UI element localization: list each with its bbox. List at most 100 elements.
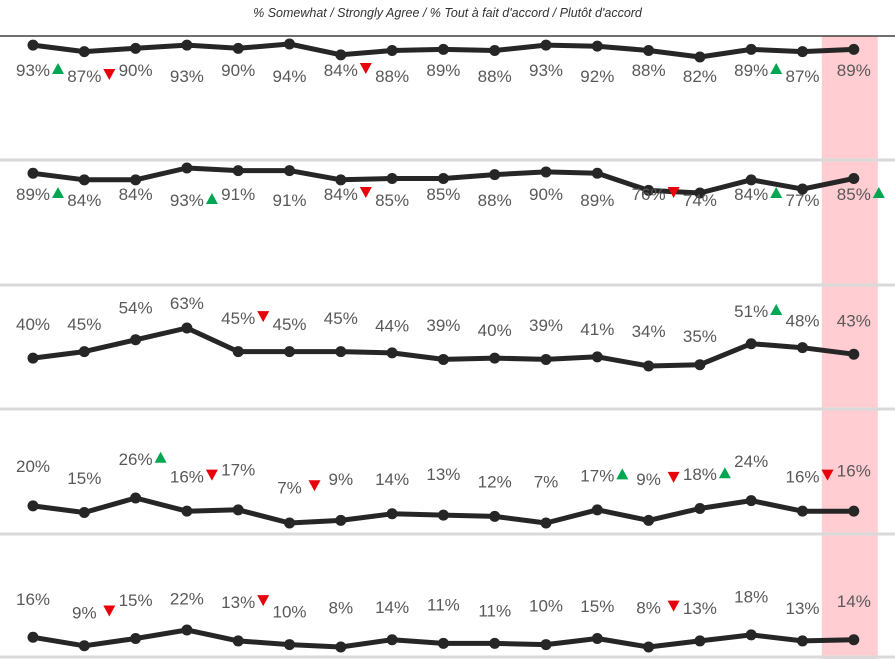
data-label: 44% xyxy=(375,316,409,335)
data-point xyxy=(848,43,860,55)
data-point xyxy=(386,173,398,185)
decrease-triangle-icon xyxy=(359,187,372,198)
increase-triangle-icon xyxy=(52,187,64,198)
data-point xyxy=(489,45,501,56)
data-point xyxy=(78,640,90,652)
data-label: 7% xyxy=(277,478,302,497)
data-label: 88% xyxy=(632,61,666,80)
data-label: 54% xyxy=(119,299,153,318)
data-point xyxy=(437,173,449,185)
data-label: 11% xyxy=(478,601,511,620)
data-point xyxy=(78,346,90,358)
data-point xyxy=(797,183,808,195)
data-label: 18% xyxy=(734,588,768,607)
data-point xyxy=(130,42,142,54)
increase-triangle-icon xyxy=(154,451,167,463)
data-point xyxy=(78,46,90,58)
data-label: 85% xyxy=(426,185,460,204)
data-point xyxy=(591,40,603,52)
data-point xyxy=(643,641,655,653)
data-point xyxy=(284,346,295,358)
decrease-triangle-icon xyxy=(103,69,116,80)
data-label: 45% xyxy=(272,315,306,334)
increase-triangle-icon xyxy=(616,468,629,480)
data-label: 88% xyxy=(478,67,512,86)
data-label: 26% xyxy=(119,450,153,469)
data-label: 91% xyxy=(272,191,306,210)
increase-triangle-icon xyxy=(205,193,218,204)
data-label: 84% xyxy=(119,185,153,204)
data-label: 63% xyxy=(170,294,204,313)
data-point xyxy=(27,39,39,51)
data-label: 13% xyxy=(683,599,717,618)
data-point xyxy=(745,174,757,186)
data-point xyxy=(181,162,193,174)
increase-triangle-icon xyxy=(770,304,783,316)
data-label: 16% xyxy=(16,590,50,609)
data-label: 15% xyxy=(67,469,101,488)
data-label: 93% xyxy=(170,191,204,210)
data-point xyxy=(540,517,552,529)
data-point xyxy=(489,637,501,649)
data-label: 87% xyxy=(67,67,101,86)
data-label: 82% xyxy=(683,67,717,86)
data-point xyxy=(27,352,39,364)
data-label: 8% xyxy=(329,599,354,618)
data-label: 84% xyxy=(324,185,358,204)
data-label: 76% xyxy=(632,185,666,204)
data-point xyxy=(284,38,295,50)
data-point xyxy=(130,334,142,346)
increase-triangle-icon xyxy=(718,467,731,479)
decrease-triangle-icon xyxy=(257,311,270,323)
decrease-triangle-icon xyxy=(821,469,834,481)
data-label: 24% xyxy=(734,452,768,471)
data-label: 22% xyxy=(170,589,204,608)
data-label: 85% xyxy=(375,191,409,210)
data-label: 88% xyxy=(375,67,409,86)
data-point xyxy=(694,359,706,371)
data-point xyxy=(643,184,655,196)
data-point xyxy=(797,505,808,517)
data-label: 14% xyxy=(375,470,409,489)
data-point xyxy=(540,166,552,178)
data-label: 20% xyxy=(16,457,50,476)
data-label: 10% xyxy=(272,602,306,621)
data-label: 8% xyxy=(636,599,661,618)
data-label: 39% xyxy=(426,316,460,335)
data-label: 91% xyxy=(221,185,255,204)
data-point xyxy=(232,346,244,358)
data-label: 16% xyxy=(170,468,204,487)
data-label: 39% xyxy=(529,316,563,335)
data-point xyxy=(694,187,706,199)
data-label: 90% xyxy=(119,61,153,80)
data-point xyxy=(386,347,398,359)
data-point xyxy=(489,510,501,522)
data-point xyxy=(643,514,655,526)
data-label: 12% xyxy=(478,472,512,491)
data-label: 9% xyxy=(329,470,354,489)
data-label: 17% xyxy=(221,460,255,479)
data-label: 84% xyxy=(324,61,358,80)
data-point xyxy=(745,43,757,55)
data-point xyxy=(694,503,706,515)
decrease-triangle-icon xyxy=(667,471,680,483)
highlight-column xyxy=(821,36,878,659)
data-point xyxy=(437,509,449,521)
data-point xyxy=(181,505,193,517)
data-label: 11% xyxy=(427,595,460,614)
data-point xyxy=(489,352,501,364)
data-label: 85% xyxy=(837,185,871,204)
data-label: 90% xyxy=(221,61,255,80)
data-point xyxy=(78,506,90,518)
data-label: 15% xyxy=(119,591,153,610)
data-point xyxy=(540,39,552,51)
data-point xyxy=(540,353,552,365)
data-point xyxy=(27,167,39,179)
data-label: 94% xyxy=(272,67,306,86)
data-label: 84% xyxy=(67,191,101,210)
increase-triangle-icon xyxy=(52,63,64,74)
data-point xyxy=(232,635,244,647)
data-point xyxy=(232,42,244,54)
data-label: 48% xyxy=(785,312,819,331)
